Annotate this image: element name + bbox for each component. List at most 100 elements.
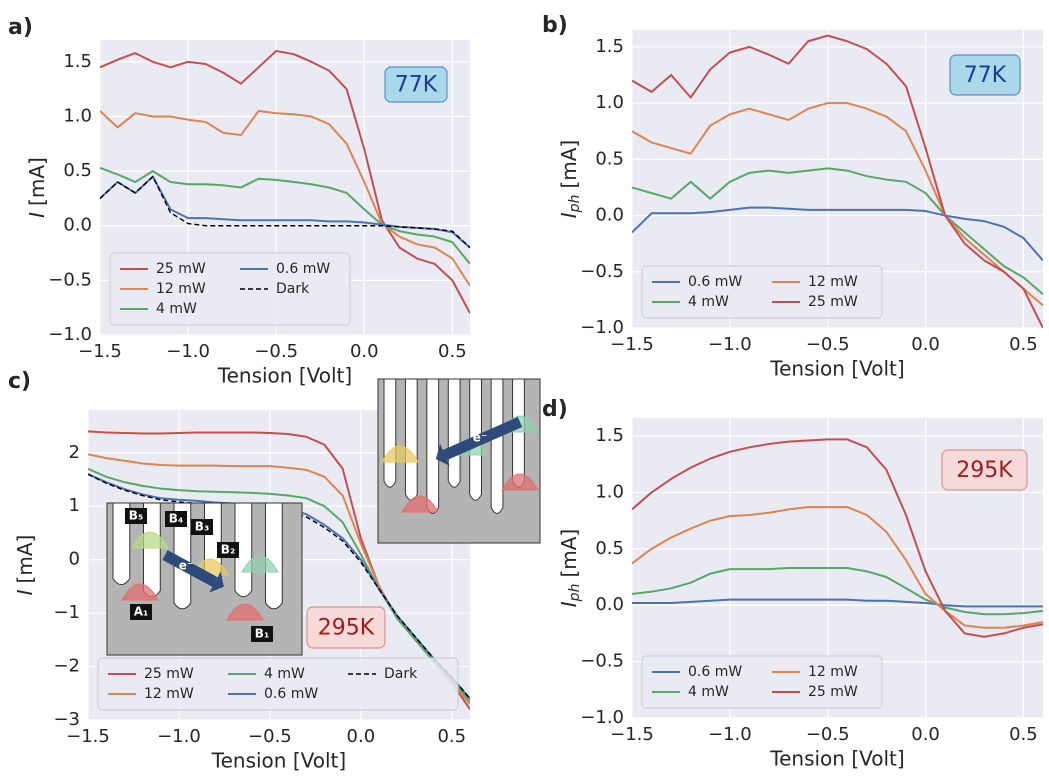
inset-arrow-head [435,444,450,466]
annotation-box [306,606,386,649]
inset-state [401,495,439,513]
x-tick-label: 0.0 [911,334,940,355]
inset-well [447,378,461,488]
legend-label: 12 mW [144,686,194,702]
inset-state [226,603,264,621]
panel-label: b) [542,13,568,38]
inset-arrow [442,416,523,461]
legend-label: 0.6 mW [276,261,330,277]
y-axis-label: Iph [mA] [557,529,584,607]
legend-box [641,265,883,319]
y-tick-label: 0.5 [595,538,624,559]
inset-label-box [251,626,273,642]
plot-lines [632,34,1043,328]
inset-state [381,445,419,463]
data-line [632,438,1043,638]
inset-label-box [125,508,147,524]
legend-box [109,252,351,326]
x-tick-label: −0.5 [248,726,292,747]
y-tick-label: −0.5 [48,269,92,290]
inset-label: e⁻ [179,559,193,573]
inset-label: B₃ [195,520,209,534]
plot-lines [100,49,470,314]
y-axis-unit: [mA] [557,529,581,578]
y-tick-label: −2 [53,656,80,677]
y-tick-label: 0 [69,549,80,570]
y-tick-label: 0.0 [595,205,624,226]
inset-well [383,378,397,488]
y-axis-label: I [mA] [13,535,37,596]
y-tick-label: 1.5 [595,36,624,57]
x-tick-label: −0.5 [254,341,298,362]
inset-well [404,378,418,501]
legend-label: 12 mW [156,281,206,297]
annotation-box [384,66,448,103]
data-line [632,506,1043,629]
y-tick-label: 1.5 [63,51,92,72]
y-tick-label: −0.5 [580,261,624,282]
y-tick-label: −1.0 [580,707,624,728]
x-tick-label: −1.5 [66,726,110,747]
data-line [632,598,1043,608]
y-axis-symbol: I [25,212,49,218]
y-tick-label: 0.0 [63,215,92,236]
legend-label: 25 mW [156,261,206,277]
panel-label: d) [542,397,568,422]
inset-label-box [191,519,213,535]
inset-well [426,378,440,514]
y-tick-label: −1 [53,602,80,623]
legend-label: 25 mW [808,684,858,700]
inset: e⁻ [377,378,541,544]
inset-state [131,531,169,549]
y-tick-label: −1.0 [580,317,624,338]
inset-label: B₂ [221,543,235,557]
legend-label: Dark [276,281,310,297]
x-tick-label: 0.0 [911,724,940,745]
legend-label: 4 mW [156,301,197,317]
legend-label: 4 mW [264,666,305,682]
y-axis-unit: [mA] [557,140,581,189]
y-axis-subscript: ph [567,195,583,214]
y-axis-symbol: I [13,589,37,595]
inset-label: B₅ [129,509,143,523]
data-line [632,567,1043,616]
inset: B₅ B₄ B₃ B₂ A₁ B₁ e⁻ [106,502,303,656]
inset-well [173,502,192,610]
data-line [632,102,1043,307]
inset-arrow-head [209,571,224,593]
legend-label: 0.6 mW [264,686,318,702]
inset-label-box [217,542,239,558]
legend-label: 12 mW [808,274,858,290]
y-axis-unit: [mA] [25,157,49,206]
x-tick-label: 0.5 [1009,724,1038,745]
panel-label: c) [8,369,31,394]
y-axis-label: Iph [mA] [557,140,584,218]
y-tick-label: −0.5 [580,651,624,672]
x-axis-label: Tension [Volt] [769,747,904,771]
y-tick-label: 1.0 [63,105,92,126]
annotation-text: 295K [318,616,375,641]
data-line [100,175,470,249]
y-tick-label: 1.0 [595,481,624,502]
legend-label: 25 mW [808,294,858,310]
legend-label: Dark [384,666,418,682]
x-axis-label: Tension [Volt] [211,749,346,773]
data-line [100,110,470,287]
x-tick-label: −1.5 [610,724,654,745]
y-axis-symbol: I [557,212,581,218]
inset-label-box [165,511,187,527]
y-tick-label: −3 [53,709,80,730]
y-tick-label: 1.5 [595,425,624,446]
y-tick-label: 0.0 [595,594,624,615]
panel-label: a) [8,15,33,40]
inset-well [512,378,525,488]
x-tick-label: −1.0 [708,724,752,745]
x-tick-label: −1.0 [166,341,210,362]
inset-state [501,473,539,491]
data-line [632,34,1043,328]
x-tick-label: −1.0 [708,334,752,355]
inset-label: B₄ [169,512,183,526]
legend-box [97,657,459,711]
x-tick-label: −0.5 [806,724,850,745]
